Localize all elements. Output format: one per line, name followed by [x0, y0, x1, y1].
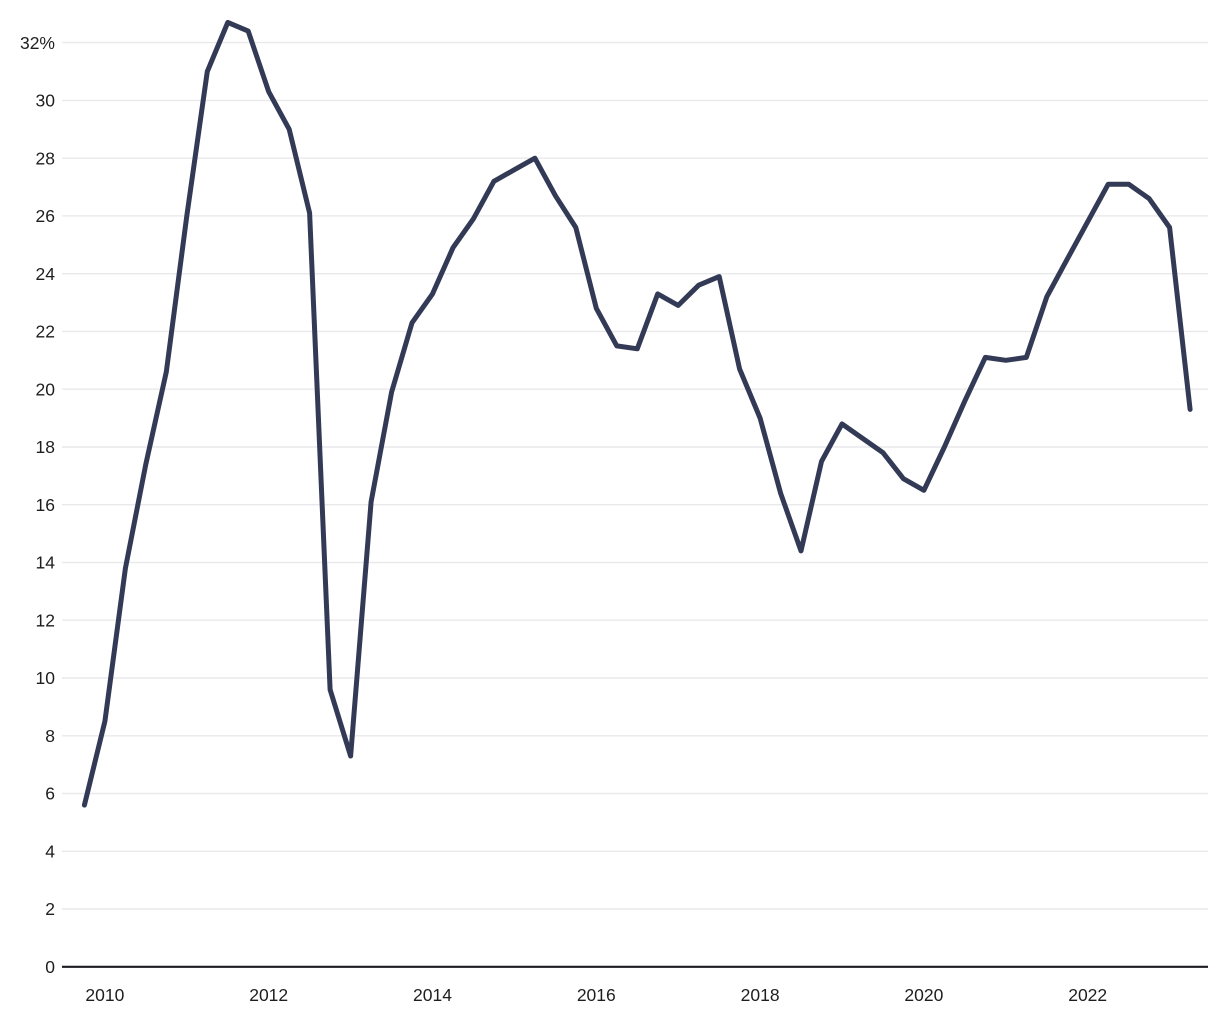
x-tick-label-2022: 2022: [1068, 985, 1107, 1005]
trend-line: [81, 19, 1193, 808]
x-tick-label-2014: 2014: [413, 985, 452, 1005]
y-tick-label-10: 10: [36, 668, 56, 688]
x-tick-label-2020: 2020: [904, 985, 943, 1005]
y-tick-label-30: 30: [36, 91, 56, 111]
y-tick-label-24: 24: [36, 264, 56, 284]
y-tick-label-32: 32%: [20, 33, 55, 53]
x-tick-label-2018: 2018: [741, 985, 780, 1005]
y-tick-label-8: 8: [45, 726, 55, 746]
y-tick-label-14: 14: [36, 553, 56, 573]
y-tick-label-18: 18: [36, 437, 55, 457]
y-tick-label-6: 6: [45, 784, 55, 804]
y-tick-label-2: 2: [45, 899, 55, 919]
y-tick-label-4: 4: [45, 842, 55, 862]
x-tick-label-2010: 2010: [85, 985, 124, 1005]
y-tick-label-12: 12: [36, 610, 55, 630]
x-tick-label-2012: 2012: [249, 985, 288, 1005]
y-tick-label-16: 16: [36, 495, 55, 515]
y-tick-label-28: 28: [36, 148, 55, 168]
x-tick-label-2016: 2016: [577, 985, 616, 1005]
y-tick-label-20: 20: [36, 379, 56, 399]
y-tick-label-26: 26: [36, 206, 55, 226]
y-tick-label-22: 22: [36, 322, 55, 342]
y-tick-label-0: 0: [45, 957, 55, 977]
